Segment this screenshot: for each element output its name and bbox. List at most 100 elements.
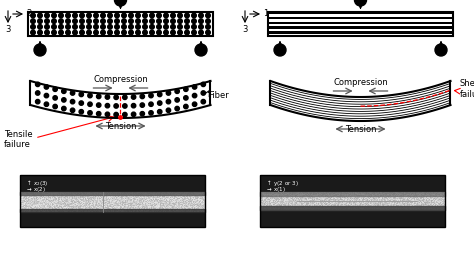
Circle shape xyxy=(140,112,145,116)
Circle shape xyxy=(140,94,145,99)
Circle shape xyxy=(274,44,286,56)
Circle shape xyxy=(94,25,98,29)
Circle shape xyxy=(136,19,140,24)
Circle shape xyxy=(122,19,126,24)
Circle shape xyxy=(199,13,203,18)
Circle shape xyxy=(36,99,40,104)
Circle shape xyxy=(108,13,112,18)
Bar xyxy=(268,14,453,17)
Bar xyxy=(260,175,445,227)
Text: Shear
failure: Shear failure xyxy=(459,79,474,99)
Circle shape xyxy=(87,25,91,29)
Circle shape xyxy=(206,30,210,35)
Circle shape xyxy=(175,106,179,111)
Bar xyxy=(268,31,453,34)
Circle shape xyxy=(88,102,92,106)
Bar xyxy=(268,24,453,26)
Circle shape xyxy=(435,44,447,56)
Circle shape xyxy=(201,82,206,87)
Circle shape xyxy=(171,30,175,35)
Circle shape xyxy=(73,25,77,29)
Circle shape xyxy=(105,95,109,99)
Circle shape xyxy=(178,30,182,35)
Text: 1: 1 xyxy=(264,9,269,18)
Circle shape xyxy=(108,19,112,24)
Circle shape xyxy=(171,19,175,24)
Bar xyxy=(268,26,453,29)
Circle shape xyxy=(143,30,147,35)
Text: 2: 2 xyxy=(27,9,32,18)
Circle shape xyxy=(105,112,109,116)
Circle shape xyxy=(52,30,56,35)
Circle shape xyxy=(53,87,57,91)
Circle shape xyxy=(178,19,182,24)
Circle shape xyxy=(185,19,189,24)
Circle shape xyxy=(201,91,206,95)
Circle shape xyxy=(164,25,168,29)
Circle shape xyxy=(45,13,49,18)
Circle shape xyxy=(59,30,64,35)
Circle shape xyxy=(166,108,171,112)
Circle shape xyxy=(178,13,182,18)
Circle shape xyxy=(94,19,98,24)
Circle shape xyxy=(192,85,197,89)
Circle shape xyxy=(45,19,49,24)
Circle shape xyxy=(157,30,161,35)
Circle shape xyxy=(157,92,162,97)
Circle shape xyxy=(52,13,56,18)
Circle shape xyxy=(131,103,136,108)
Bar xyxy=(268,12,453,36)
Circle shape xyxy=(114,112,118,117)
Circle shape xyxy=(79,92,83,97)
Circle shape xyxy=(38,30,42,35)
Circle shape xyxy=(129,13,133,18)
Text: Tensile
failure: Tensile failure xyxy=(4,130,33,150)
Circle shape xyxy=(150,19,155,24)
Circle shape xyxy=(44,93,49,98)
Circle shape xyxy=(100,19,105,24)
Circle shape xyxy=(199,25,203,29)
Circle shape xyxy=(73,13,77,18)
Circle shape xyxy=(175,89,179,93)
Text: 3: 3 xyxy=(5,26,11,35)
Circle shape xyxy=(199,30,203,35)
Circle shape xyxy=(53,96,57,100)
Text: $\rightarrow$ x(1): $\rightarrow$ x(1) xyxy=(265,185,286,194)
Circle shape xyxy=(88,111,92,115)
Circle shape xyxy=(143,25,147,29)
Circle shape xyxy=(94,30,98,35)
Circle shape xyxy=(108,30,112,35)
Circle shape xyxy=(166,99,171,104)
Circle shape xyxy=(157,19,161,24)
Circle shape xyxy=(44,102,49,106)
Circle shape xyxy=(157,13,161,18)
Circle shape xyxy=(100,13,105,18)
Circle shape xyxy=(70,91,75,95)
Circle shape xyxy=(191,30,196,35)
Bar xyxy=(20,175,205,227)
Circle shape xyxy=(192,102,197,106)
Circle shape xyxy=(129,30,133,35)
Circle shape xyxy=(122,30,126,35)
Circle shape xyxy=(355,0,366,6)
Circle shape xyxy=(36,82,40,87)
Text: Tension: Tension xyxy=(105,122,136,131)
Bar xyxy=(268,34,453,36)
Circle shape xyxy=(150,25,155,29)
Circle shape xyxy=(87,19,91,24)
Circle shape xyxy=(79,110,83,114)
Circle shape xyxy=(70,99,75,104)
Circle shape xyxy=(62,98,66,102)
Circle shape xyxy=(80,25,84,29)
Circle shape xyxy=(70,108,75,112)
Circle shape xyxy=(87,13,91,18)
Circle shape xyxy=(122,13,126,18)
Circle shape xyxy=(123,104,127,108)
Circle shape xyxy=(62,89,66,93)
Circle shape xyxy=(206,25,210,29)
Circle shape xyxy=(38,13,42,18)
Circle shape xyxy=(191,25,196,29)
Circle shape xyxy=(140,103,145,107)
Bar xyxy=(268,29,453,31)
Circle shape xyxy=(123,112,127,117)
